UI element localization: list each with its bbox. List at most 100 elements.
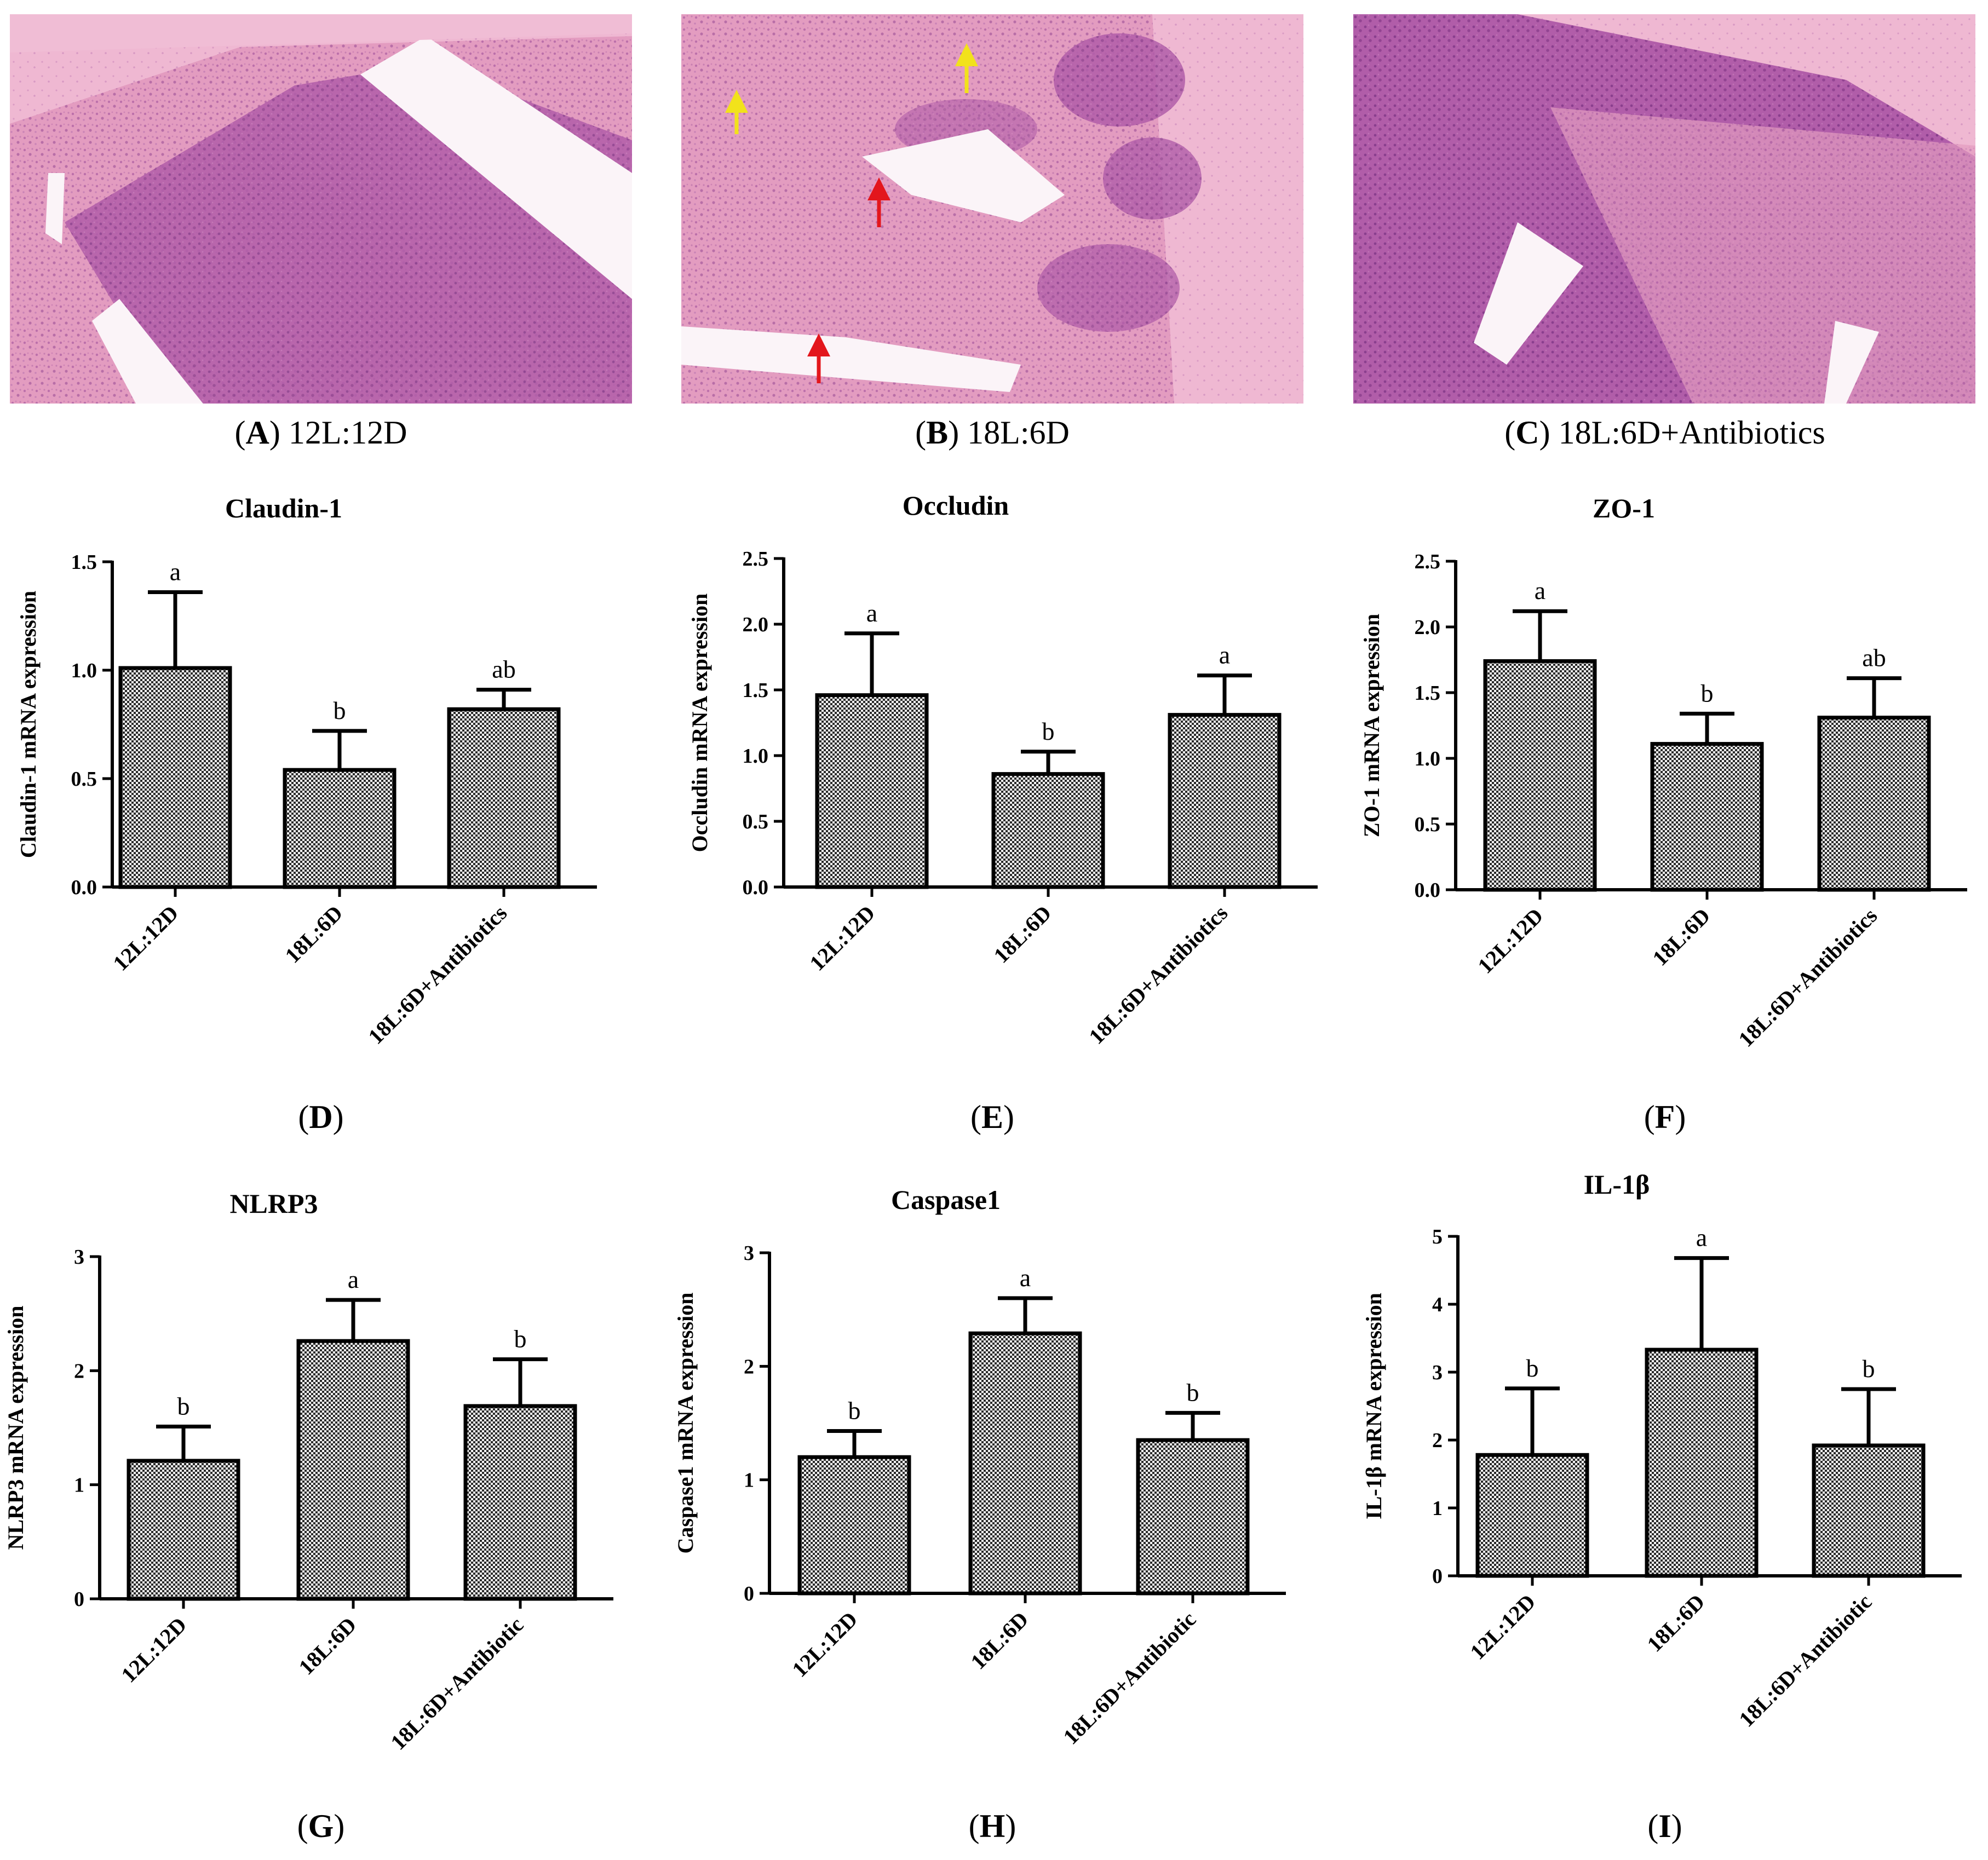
histology-panel-b: [681, 14, 1303, 404]
bar: [296, 1339, 410, 1601]
histology-image-c: [1353, 14, 1975, 404]
y-tick-label: 2: [744, 1355, 754, 1378]
histology-panel-a: [10, 14, 632, 404]
bar: [1475, 1453, 1589, 1578]
significance-letter: a: [1696, 1224, 1707, 1252]
y-tick-label: 2: [1432, 1429, 1443, 1452]
caption-a: (A) 12L:12D: [235, 414, 407, 451]
bar: [1168, 713, 1282, 889]
caption-c: (C) 18L:6D+Antibiotics: [1504, 414, 1825, 451]
bar: [1645, 1348, 1759, 1578]
y-tick-label: 4: [1432, 1293, 1443, 1316]
y-tick-label: 0.5: [1415, 813, 1441, 836]
x-tick-label: 18L:6D+Antibiotics: [1084, 901, 1232, 1049]
significance-letter: ab: [1862, 644, 1886, 672]
x-tick-label: 18L:6D+Antibiotic: [1058, 1607, 1200, 1749]
bar: [797, 1455, 911, 1596]
histology-image-a: [10, 14, 632, 404]
significance-letter: a: [170, 557, 181, 585]
y-tick-label: 2.0: [743, 613, 769, 636]
y-tick-label: 1.0: [743, 745, 769, 768]
x-tick-label: 18L:6D: [1642, 1590, 1709, 1657]
significance-letter: ab: [492, 655, 515, 683]
y-tick-label: 1.5: [1415, 682, 1441, 705]
y-tick-label: 3: [744, 1242, 754, 1265]
y-tick-label: 1: [744, 1469, 754, 1492]
significance-letter: b: [1042, 717, 1055, 745]
y-tick-label: 0.5: [71, 768, 97, 791]
chart-e: Occludin Occludin mRNA expression 0.0 0.5 1.…: [687, 490, 1318, 1049]
bar: [968, 1331, 1082, 1596]
x-tick-label: 12L:12D: [116, 1613, 191, 1688]
significance-letter: b: [1526, 1354, 1539, 1382]
significance-letter: b: [177, 1392, 190, 1420]
bar: [815, 693, 929, 889]
bar: [991, 772, 1105, 889]
significance-letter: a: [1219, 641, 1230, 669]
x-tick-label: 18L:6D: [280, 901, 347, 968]
y-tick-label: 0: [744, 1582, 754, 1605]
significance-letter: a: [348, 1265, 359, 1293]
x-tick-label: 18L:6D+Antibiotics: [363, 901, 512, 1049]
bar: [447, 707, 561, 889]
chart-title: Caspase1: [891, 1184, 1001, 1215]
significance-letter: a: [1020, 1264, 1031, 1292]
bar: [127, 1459, 240, 1601]
x-tick-label: 12L:12D: [1473, 903, 1548, 978]
chart-d: Claudin-1 Claudin-1 mRNA expression 0.0 0.5…: [16, 493, 597, 1049]
chart-i: IL-1β IL-1β mRNA expression 0 1 2 3 4 5 b 12L:12D…: [1361, 1169, 1962, 1732]
y-tick-label: 1: [1432, 1497, 1443, 1520]
chart-title: Claudin-1: [225, 493, 342, 523]
panel-label-g: (G): [297, 1808, 345, 1844]
x-tick-label: 18L:6D+Antibiotic: [386, 1613, 528, 1755]
chart-f: ZO-1 ZO-1 mRNA expression 0.0 0.5 1.0 1.5 2.0 2…: [1359, 493, 1967, 1052]
y-tick-label: 1.0: [71, 659, 97, 682]
y-tick-label: 0.0: [743, 876, 769, 899]
bar: [1136, 1438, 1250, 1596]
panel-label-e: (E): [970, 1099, 1014, 1135]
caption-b: (B) 18L:6D: [915, 414, 1070, 451]
y-tick-label: 2.5: [1415, 550, 1441, 573]
x-tick-label: 18L:6D: [294, 1613, 361, 1680]
y-tick-label: 1.0: [1415, 747, 1441, 770]
bar: [1817, 716, 1931, 892]
x-tick-label: 12L:12D: [108, 901, 183, 976]
significance-letter: b: [334, 696, 346, 724]
significance-letter: b: [1701, 679, 1714, 707]
y-tick-label: 0.0: [71, 876, 97, 899]
x-tick-label: 18L:6D: [989, 901, 1056, 968]
significance-letter: b: [848, 1397, 861, 1425]
y-tick-label: 2: [74, 1360, 84, 1383]
y-tick-label: 1: [74, 1474, 84, 1497]
y-axis-label: Caspase1 mRNA expression: [673, 1292, 698, 1553]
y-axis-label: Claudin-1 mRNA expression: [16, 591, 41, 858]
significance-letter: b: [514, 1325, 527, 1353]
significance-letter: a: [866, 599, 877, 627]
significance-letter: b: [1187, 1378, 1199, 1406]
y-axis-label: ZO-1 mRNA expression: [1359, 614, 1384, 837]
y-tick-label: 2.5: [743, 548, 769, 571]
x-tick-label: 18L:6D+Antibiotic: [1734, 1590, 1876, 1732]
bar: [463, 1404, 577, 1601]
y-tick-label: 0: [74, 1588, 84, 1611]
panel-label-h: (H): [969, 1808, 1016, 1844]
x-tick-label: 12L:12D: [805, 901, 880, 976]
significance-letter: b: [1863, 1355, 1875, 1383]
x-tick-label: 18L:6D+Antibiotics: [1733, 903, 1882, 1052]
chart-g: NLRP3 NLRP3 mRNA expression 0 1 2 3 b 12L:12D a 1…: [3, 1188, 613, 1755]
y-axis-label: NLRP3 mRNA expression: [3, 1306, 28, 1550]
histology-image-b: [681, 14, 1303, 404]
bar: [118, 666, 232, 889]
chart-title: Occludin: [903, 490, 1009, 521]
bar: [1483, 659, 1597, 892]
x-tick-label: 18L:6D: [1647, 903, 1715, 971]
bar: [283, 768, 397, 889]
x-tick-label: 12L:12D: [787, 1607, 862, 1682]
panel-label-f: (F): [1644, 1099, 1686, 1135]
y-tick-label: 3: [1432, 1361, 1443, 1384]
bar: [1650, 742, 1764, 892]
chart-title: ZO-1: [1593, 493, 1655, 523]
x-tick-label: 18L:6D: [966, 1607, 1033, 1674]
bar: [1812, 1443, 1926, 1578]
y-tick-label: 1.5: [71, 551, 97, 574]
